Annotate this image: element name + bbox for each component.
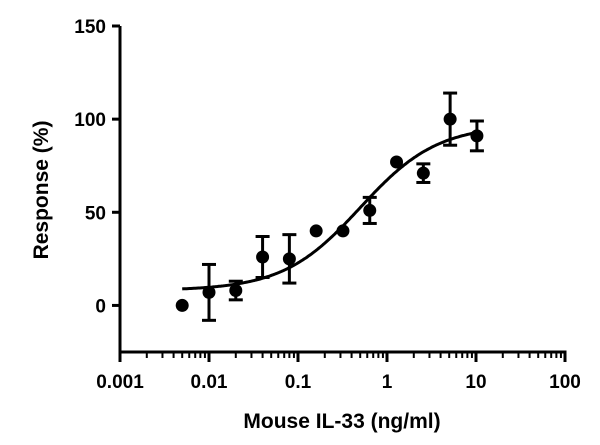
- fit-curve: [182, 131, 477, 291]
- data-point: [309, 224, 323, 238]
- data-point: [470, 129, 484, 143]
- y-tick-label: 50: [85, 203, 106, 224]
- x-tick-label: 1: [382, 372, 393, 393]
- data-point: [202, 285, 216, 299]
- x-tick-label: 10: [465, 372, 486, 393]
- axes: 0 50 100 150 0.001 0.01 0.1 1 10 100: [74, 17, 581, 393]
- x-axis-label: Mouse IL-33 (ng/ml): [243, 410, 440, 433]
- y-tick-label: 150: [74, 17, 106, 38]
- data-point: [416, 166, 430, 180]
- y-tick-label: 0: [95, 296, 106, 317]
- data-point: [175, 298, 189, 312]
- data-point: [390, 155, 404, 169]
- y-tick-label: 100: [74, 110, 106, 131]
- data-point: [443, 112, 457, 126]
- data-point: [363, 203, 377, 217]
- data-point: [336, 224, 350, 238]
- data-point: [229, 284, 243, 298]
- y-axis-label: Response (%): [30, 121, 53, 260]
- data-point: [256, 250, 270, 264]
- x-tick-label: 0.001: [96, 372, 144, 393]
- data-point: [282, 252, 296, 266]
- x-tick-label: 0.1: [285, 372, 312, 393]
- x-tick-label: 100: [549, 372, 581, 393]
- x-tick-label: 0.01: [191, 372, 228, 393]
- marks: [175, 91, 484, 322]
